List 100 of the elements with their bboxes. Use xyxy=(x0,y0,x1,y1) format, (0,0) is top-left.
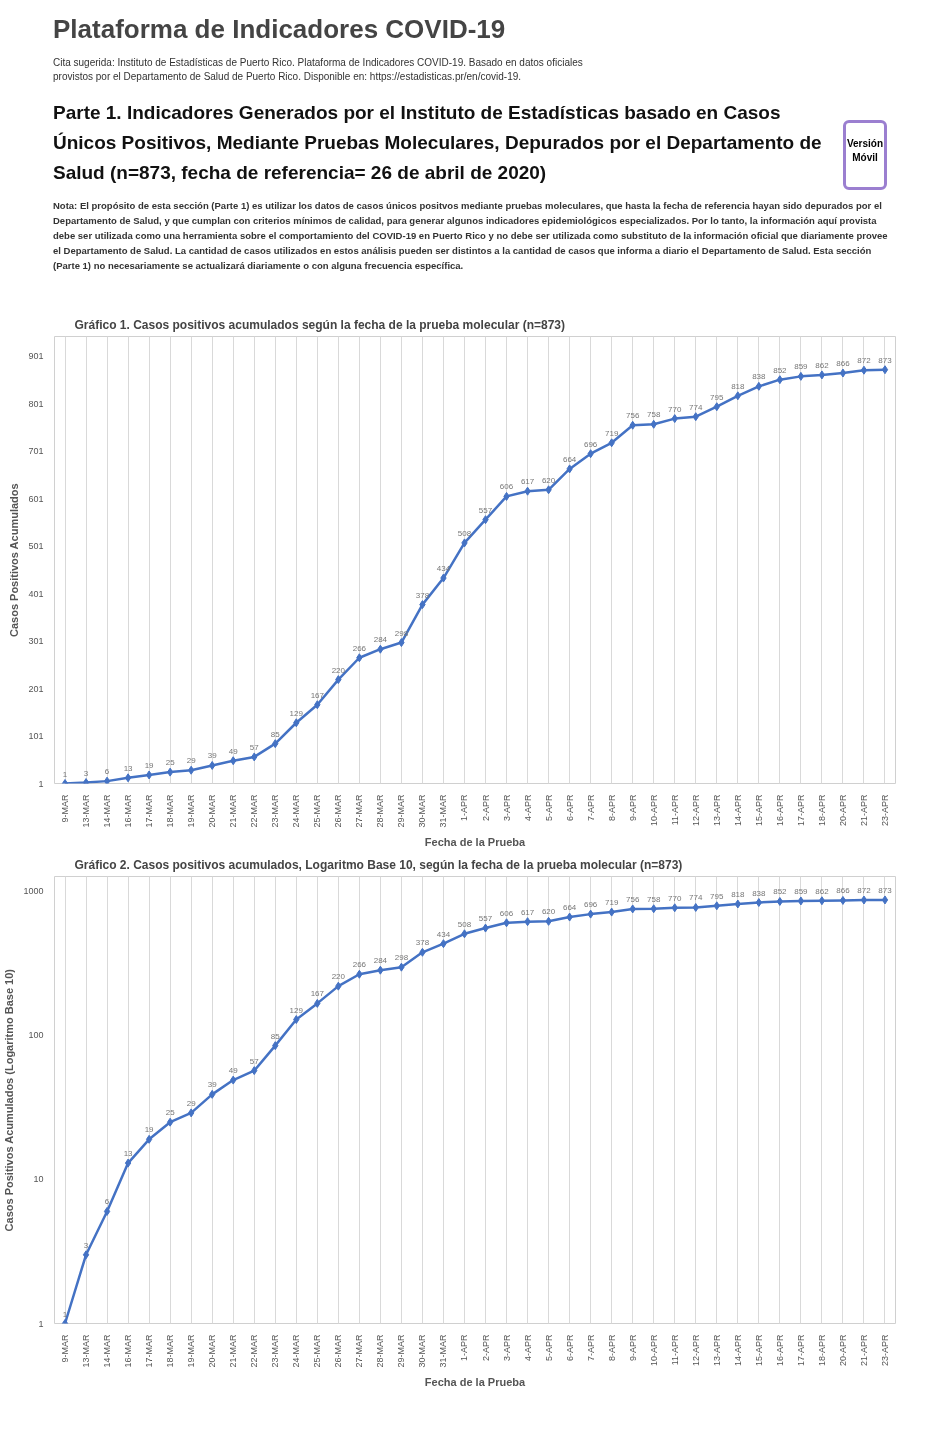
point xyxy=(124,773,132,783)
x-tick-label: 28-MAR xyxy=(375,1334,386,1368)
x-tick-label: 23-APR xyxy=(879,1334,890,1367)
data-label: 29 xyxy=(186,1098,197,1108)
point xyxy=(335,981,342,991)
x-tick-label: 14-MAR xyxy=(102,794,113,828)
point xyxy=(860,895,868,905)
point xyxy=(314,998,321,1008)
point xyxy=(440,939,447,949)
data-label: 795 xyxy=(710,891,725,901)
data-label: 620 xyxy=(541,907,556,917)
data-label: 862 xyxy=(815,360,830,370)
y-tick-label: 101 xyxy=(28,731,44,742)
x-tick-label: 19-MAR xyxy=(186,794,197,828)
x-tick-label: 3-APR xyxy=(501,1334,512,1362)
point xyxy=(166,767,174,777)
x-tick-label: 2-APR xyxy=(480,1334,491,1362)
point xyxy=(398,638,405,648)
x-tick-label: 14-APR xyxy=(732,1334,743,1367)
point xyxy=(145,1134,153,1144)
point xyxy=(881,365,889,375)
x-axis-title: Fecha de la Prueba xyxy=(424,1375,527,1388)
data-label: 866 xyxy=(836,886,851,896)
point xyxy=(545,916,552,926)
data-label: 39 xyxy=(207,751,218,761)
data-label: 1 xyxy=(62,769,68,779)
point xyxy=(293,718,300,728)
x-tick-label: 7-APR xyxy=(585,794,596,822)
data-label: 818 xyxy=(731,890,746,900)
point xyxy=(103,1206,111,1216)
y-tick-label: 10 xyxy=(33,1174,44,1185)
point xyxy=(566,912,573,922)
data-label: 57 xyxy=(249,742,260,752)
y-tick-label: 501 xyxy=(28,541,44,552)
text: Versión Móvil xyxy=(843,120,887,190)
data-label: 818 xyxy=(731,381,746,391)
point xyxy=(524,486,531,496)
x-tick-label: 17-MAR xyxy=(144,794,155,828)
x-tick-label: 14-MAR xyxy=(102,1334,113,1368)
x-tick-label: 21-MAR xyxy=(228,794,239,828)
data-label: 49 xyxy=(228,746,239,756)
data-label: 167 xyxy=(310,690,325,700)
x-tick-label: 10-APR xyxy=(648,794,659,827)
point xyxy=(356,653,363,663)
x-tick-label: 24-MAR xyxy=(291,794,302,828)
data-label: 167 xyxy=(310,989,325,999)
data-label: 774 xyxy=(689,402,703,412)
x-tick-label: 1-APR xyxy=(459,794,470,822)
data-label: 57 xyxy=(249,1056,260,1066)
data-label: 19 xyxy=(144,1125,155,1135)
y-axis-title: Casos Positivos Acumulados (Logaritmo Base 10) xyxy=(3,968,16,1232)
y-tick-label: 901 xyxy=(28,351,44,362)
x-tick-label: 9-APR xyxy=(627,794,638,822)
x-tick-label: 13-APR xyxy=(711,794,722,827)
x-tick-label: 31-MAR xyxy=(438,1334,449,1368)
point xyxy=(272,1041,279,1051)
x-tick-label: 15-APR xyxy=(753,794,764,827)
point xyxy=(461,538,468,548)
x-tick-label: 19-MAR xyxy=(186,1334,197,1368)
x-tick-label: 28-MAR xyxy=(375,794,386,828)
point xyxy=(124,1158,132,1168)
x-tick-label: 8-APR xyxy=(606,794,617,822)
point xyxy=(839,368,847,378)
data-label: 758 xyxy=(647,410,661,420)
x-tick-label: 2-APR xyxy=(480,794,491,822)
data-label: 862 xyxy=(815,886,830,896)
x-tick-label: 23-MAR xyxy=(270,1334,281,1368)
data-label: 266 xyxy=(352,960,367,970)
y-tick-label: 601 xyxy=(28,493,44,504)
point xyxy=(797,896,805,906)
point xyxy=(103,776,111,784)
data-label: 508 xyxy=(457,919,472,929)
x-tick-label: 25-MAR xyxy=(312,1334,323,1368)
data-label: 617 xyxy=(520,477,535,487)
x-tick-label: 29-MAR xyxy=(396,1334,407,1368)
x-tick-label: 16-MAR xyxy=(123,794,134,828)
data-label: 866 xyxy=(836,359,851,369)
point xyxy=(608,907,615,917)
x-tick-label: 20-APR xyxy=(837,1334,848,1367)
x-tick-label: 31-MAR xyxy=(438,794,449,828)
x-tick-label: 4-APR xyxy=(522,1334,533,1362)
point xyxy=(293,1015,300,1025)
point xyxy=(524,917,531,927)
x-tick-label: 8-APR xyxy=(606,1334,617,1362)
y-tick-label: 1 xyxy=(38,1318,44,1329)
x-tick-label: 21-APR xyxy=(858,794,869,827)
y-tick-label: 301 xyxy=(28,636,44,647)
x-tick-label: 20-APR xyxy=(837,794,848,827)
data-label: 85 xyxy=(270,729,281,739)
data-label: 6 xyxy=(104,767,110,777)
data-label: 29 xyxy=(186,756,197,766)
point xyxy=(587,909,594,919)
x-tick-label: 13-MAR xyxy=(81,794,92,828)
point xyxy=(566,464,573,474)
data-label: 664 xyxy=(562,903,577,913)
x-tick-label: 17-APR xyxy=(795,1334,806,1367)
x-tick-label: 21-APR xyxy=(858,1334,869,1367)
point xyxy=(251,1066,258,1076)
point xyxy=(82,778,90,784)
data-label: 378 xyxy=(415,938,430,948)
